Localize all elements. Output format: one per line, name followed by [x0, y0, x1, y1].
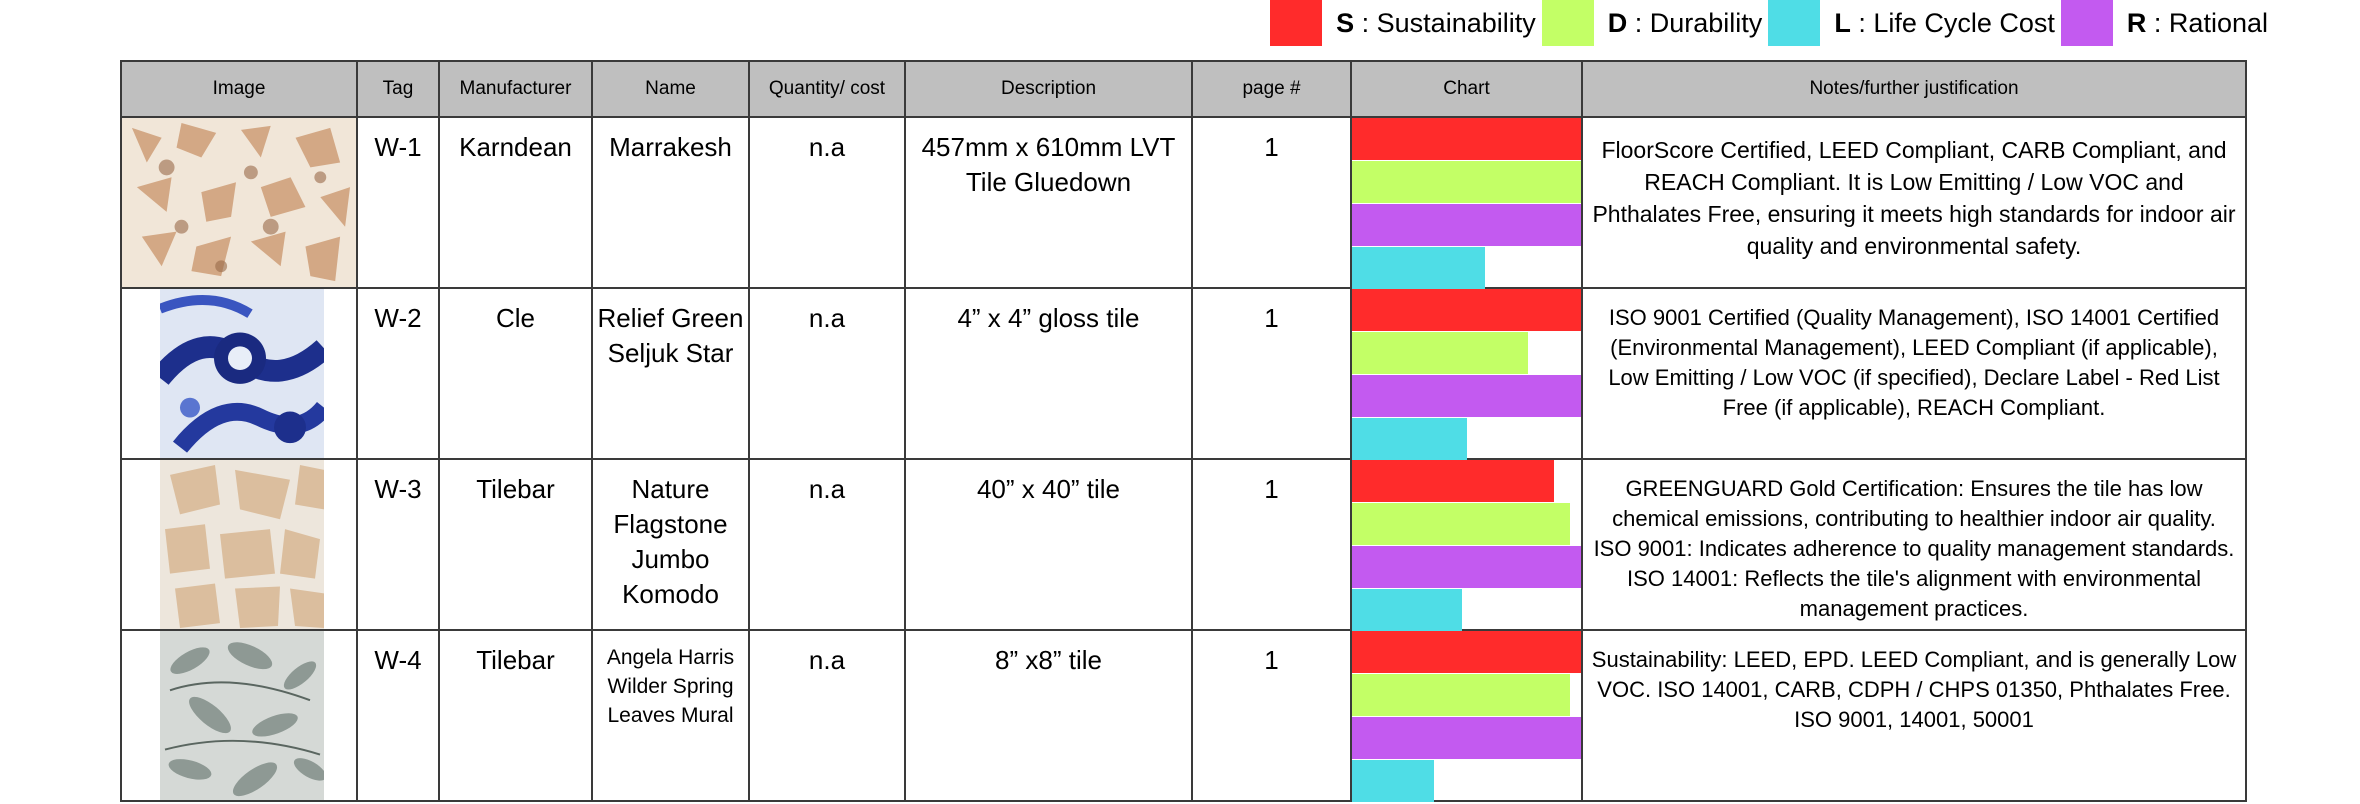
chart-bar-durability [1352, 674, 1570, 716]
legend-swatch-durability [1541, 0, 1594, 46]
legend-key: R [2126, 7, 2147, 38]
legend-key: D [1607, 7, 1628, 38]
tile-image-marrakesh [122, 118, 356, 287]
quantity-cell: n.a [808, 645, 846, 675]
legend-key: L [1834, 7, 1851, 38]
quantity-cell: n.a [808, 474, 846, 504]
legend-label: : Rational [2153, 7, 2268, 38]
tag-cell: W-2 [374, 303, 422, 333]
description-cell: 40” x 40” tile [976, 474, 1121, 504]
name-cell: Nature Flagstone Jumbo Komodo [613, 474, 728, 609]
chart-bar-rational [1352, 717, 1581, 759]
header-page: page # [1191, 60, 1352, 118]
header-manufacturer: Manufacturer [438, 60, 593, 118]
legend-label: : Life Cycle Cost [1858, 7, 2055, 38]
legend-swatch-sustainability [1270, 0, 1323, 46]
material-spec-table: Image Tag Manufacturer Name Quantity/ co… [120, 60, 2247, 802]
table-row: W-1 Karndean Marrakesh n.a 457mm x 610mm… [120, 116, 2247, 289]
chart-cell [1350, 458, 1583, 631]
page-cell: 1 [1264, 474, 1279, 504]
chart-bar-rational [1352, 204, 1581, 246]
tag-cell: W-4 [374, 645, 422, 675]
tile-image-leaves-mural [160, 631, 324, 800]
page-cell: 1 [1264, 303, 1279, 333]
chart-bar-life-cycle-cost [1352, 418, 1467, 460]
image-cell [120, 116, 358, 289]
chart-cell [1350, 629, 1583, 802]
image-cell [120, 287, 358, 460]
tile-image-flagstone [160, 460, 324, 629]
table-row: W-2 Cle Relief Green Seljuk Star n.a 4” … [120, 287, 2247, 460]
manufacturer-cell: Cle [495, 303, 535, 333]
table-header-row: Image Tag Manufacturer Name Quantity/ co… [120, 60, 2247, 118]
chart-cell [1350, 116, 1583, 289]
page-cell: 1 [1264, 132, 1279, 162]
tile-image-seljuk-star [160, 289, 324, 458]
header-tag: Tag [356, 60, 440, 118]
chart-bar-rational [1352, 546, 1581, 588]
chart-bar-life-cycle-cost [1352, 760, 1434, 802]
legend: S : Sustainability D : Durability L : Li… [1264, 0, 2268, 46]
name-cell: Angela Harris Wilder Spring Leaves Mural [606, 646, 735, 727]
chart-bar-sustainability [1352, 460, 1554, 502]
quantity-cell: n.a [808, 132, 846, 162]
chart-cell [1350, 287, 1583, 460]
header-name: Name [591, 60, 750, 118]
legend-item-sustainability: S : Sustainability [1270, 0, 1536, 46]
notes-cell: GREENGUARD Gold Certification: Ensures t… [1593, 476, 2235, 621]
notes-cell: FloorScore Certified, LEED Compliant, CA… [1592, 137, 2236, 259]
chart-bar-rational [1352, 375, 1581, 417]
manufacturer-cell: Tilebar [476, 645, 555, 675]
description-cell: 4” x 4” gloss tile [957, 303, 1140, 333]
legend-key: S [1336, 7, 1355, 38]
legend-item-life-cycle-cost: L : Life Cycle Cost [1768, 0, 2055, 46]
legend-item-durability: D : Durability [1541, 0, 1763, 46]
quantity-cell: n.a [808, 303, 846, 333]
header-description: Description [904, 60, 1193, 118]
tag-cell: W-3 [374, 474, 422, 504]
legend-item-rational: R : Rational [2060, 0, 2268, 46]
chart-bar-sustainability [1352, 118, 1581, 160]
header-quantity-cost: Quantity/ cost [748, 60, 906, 118]
chart-bar-sustainability [1352, 289, 1581, 331]
header-notes: Notes/further justification [1581, 60, 2247, 118]
name-cell: Marrakesh [609, 132, 732, 162]
header-chart: Chart [1350, 60, 1583, 118]
chart-bar-life-cycle-cost [1352, 589, 1462, 631]
legend-swatch-rational [2060, 0, 2113, 46]
chart-bar-durability [1352, 503, 1570, 545]
table-row: W-4 Tilebar Angela Harris Wilder Spring … [120, 629, 2247, 802]
manufacturer-cell: Karndean [459, 132, 572, 162]
description-cell: 8” x8” tile [995, 645, 1102, 675]
legend-label: : Sustainability [1361, 7, 1536, 38]
tag-cell: W-1 [374, 132, 422, 162]
notes-cell: ISO 9001 Certified (Quality Management),… [1608, 305, 2220, 420]
page-cell: 1 [1264, 645, 1279, 675]
header-image: Image [120, 60, 358, 118]
image-cell [120, 629, 358, 802]
description-cell: 457mm x 610mm LVT Tile Gluedown [921, 132, 1176, 197]
notes-cell: Sustainability: LEED, EPD. LEED Complian… [1591, 647, 2237, 732]
image-cell [120, 458, 358, 631]
legend-label: : Durability [1634, 7, 1763, 38]
chart-bar-life-cycle-cost [1352, 247, 1485, 289]
chart-bar-sustainability [1352, 631, 1581, 673]
table-row: W-3 Tilebar Nature Flagstone Jumbo Komod… [120, 458, 2247, 631]
name-cell: Relief Green Seljuk Star [597, 303, 744, 368]
legend-swatch-life-cycle-cost [1768, 0, 1821, 46]
manufacturer-cell: Tilebar [476, 474, 555, 504]
chart-bar-durability [1352, 161, 1581, 203]
chart-bar-durability [1352, 332, 1528, 374]
